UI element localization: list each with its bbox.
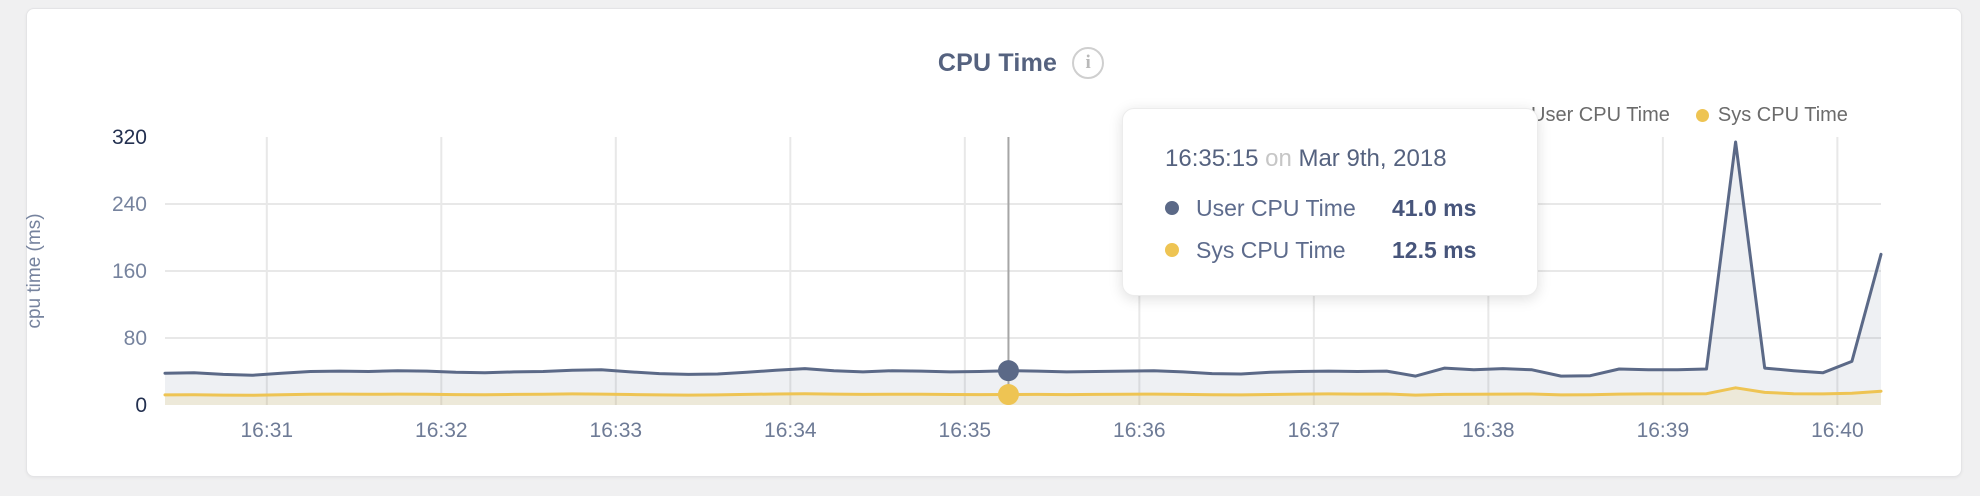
chart-header: CPU Time i: [53, 47, 1980, 79]
x-axis-tick-label: 16:37: [1288, 419, 1341, 442]
x-axis-tick-label: 16:40: [1811, 419, 1864, 442]
y-axis-tick-label: 160: [112, 260, 147, 283]
hover-tooltip: 16:35:15 on Mar 9th, 2018 User CPU Time …: [1122, 108, 1538, 296]
user-hover-marker: [997, 360, 1019, 382]
tooltip-time: 16:35:15: [1165, 145, 1259, 172]
sys-series-dot-icon: [1695, 109, 1709, 122]
tooltip-row-sys: Sys CPU Time 12.5 ms: [1165, 229, 1537, 271]
x-axis-tick-label: 16:33: [590, 419, 643, 442]
x-axis-tick-label: 16:35: [939, 419, 992, 442]
sys-series-dot-icon: [1165, 243, 1179, 257]
x-axis-tick-label: 16:31: [241, 419, 294, 442]
sys-hover-marker: [997, 384, 1019, 406]
legend: User CPU Time Sys CPU Time: [1509, 104, 1848, 127]
chart-title: CPU Time: [937, 48, 1058, 77]
user-cpu-area: [165, 142, 1881, 405]
x-axis-tick-label: 16:39: [1637, 419, 1690, 442]
y-axis-tick-label: 80: [124, 327, 147, 350]
legend-label: User CPU Time: [1531, 104, 1670, 126]
tooltip-series-value: 41.0 ms: [1392, 194, 1477, 221]
user-cpu-line: [163, 140, 1883, 378]
info-icon[interactable]: i: [1072, 47, 1105, 79]
tooltip-series-label: Sys CPU Time: [1196, 236, 1346, 263]
sys-cpu-line: [163, 386, 1883, 397]
chart-card: CPU Time i User CPU Time Sys CPU Time 16…: [26, 8, 1962, 477]
user-series-dot-icon: [1165, 201, 1179, 215]
tooltip-series-value: 12.5 ms: [1392, 236, 1477, 263]
y-axis-tick-label: 240: [112, 193, 147, 216]
x-axis-tick-label: 16:34: [764, 419, 817, 442]
sys-cpu-area: [165, 387, 1881, 405]
x-axis-tick-label: 16:36: [1113, 419, 1166, 442]
x-axis-tick-label: 16:38: [1462, 419, 1515, 442]
y-axis-title: cpu time (ms): [24, 213, 45, 328]
legend-label: Sys CPU Time: [1717, 104, 1848, 126]
tooltip-series-label: User CPU Time: [1196, 194, 1356, 221]
tooltip-row-user: User CPU Time 41.0 ms: [1165, 187, 1537, 229]
tooltip-connector: on: [1265, 145, 1292, 172]
x-axis-tick-label: 16:32: [415, 419, 468, 442]
y-axis-tick-label: 320: [112, 126, 147, 149]
legend-item-sys-cpu-time[interactable]: Sys CPU Time: [1695, 104, 1848, 127]
y-axis-tick-label: 0: [135, 394, 147, 417]
tooltip-timestamp: 16:35:15 on Mar 9th, 2018: [1165, 145, 1537, 173]
tooltip-date: Mar 9th, 2018: [1298, 145, 1447, 172]
